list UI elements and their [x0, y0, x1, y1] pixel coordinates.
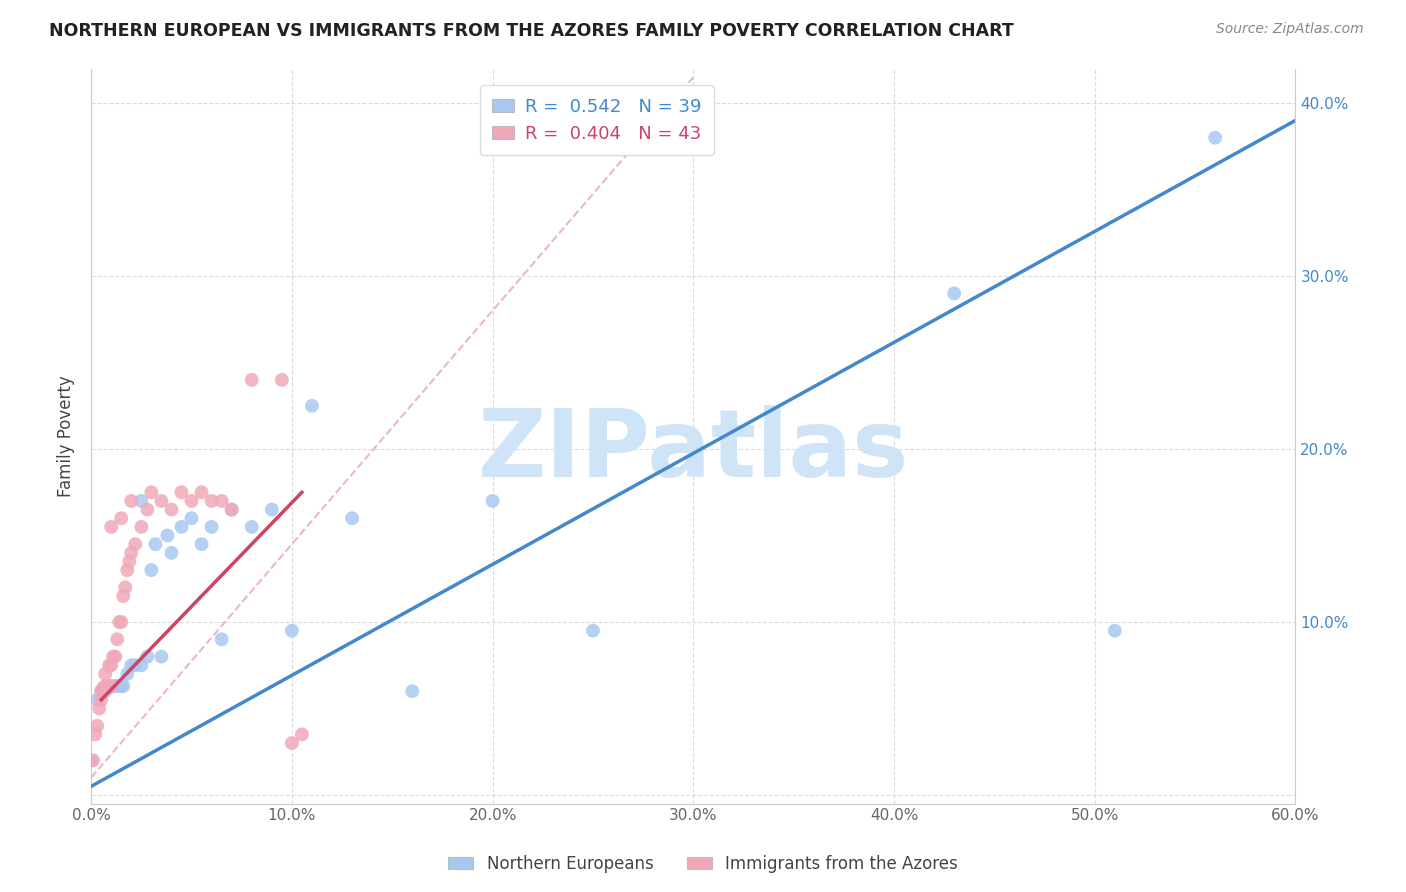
Point — [86, 693, 108, 707]
Point — [110, 679, 132, 693]
Point — [94, 666, 117, 681]
Point — [150, 649, 173, 664]
Point — [190, 485, 212, 500]
Point — [221, 502, 243, 516]
Point — [240, 520, 263, 534]
Y-axis label: Family Poverty: Family Poverty — [58, 376, 75, 497]
Point — [86, 719, 108, 733]
Point — [160, 502, 183, 516]
Point — [260, 502, 283, 516]
Point — [103, 649, 125, 664]
Point — [340, 511, 363, 525]
Point — [190, 537, 212, 551]
Point — [1104, 624, 1126, 638]
Point — [117, 666, 139, 681]
Point — [91, 681, 114, 695]
Point — [200, 494, 222, 508]
Point — [131, 658, 153, 673]
Point — [94, 679, 117, 693]
Point — [96, 679, 118, 693]
Point — [582, 624, 605, 638]
Legend: Northern Europeans, Immigrants from the Azores: Northern Europeans, Immigrants from the … — [441, 848, 965, 880]
Point — [170, 520, 193, 534]
Point — [136, 502, 159, 516]
Point — [131, 494, 153, 508]
Point — [281, 624, 304, 638]
Point — [150, 494, 173, 508]
Point — [221, 502, 243, 516]
Point — [94, 684, 117, 698]
Point — [301, 399, 323, 413]
Point — [156, 528, 179, 542]
Point — [1204, 130, 1226, 145]
Point — [90, 693, 112, 707]
Point — [180, 494, 202, 508]
Point — [96, 681, 118, 695]
Point — [104, 679, 127, 693]
Point — [141, 563, 163, 577]
Point — [131, 520, 153, 534]
Point — [112, 589, 135, 603]
Point — [100, 679, 122, 693]
Point — [100, 520, 122, 534]
Point — [120, 494, 142, 508]
Point — [270, 373, 292, 387]
Point — [211, 494, 233, 508]
Point — [112, 679, 135, 693]
Point — [291, 727, 314, 741]
Point — [89, 701, 111, 715]
Point — [110, 511, 132, 525]
Point — [100, 679, 122, 693]
Point — [80, 753, 103, 767]
Point — [90, 684, 112, 698]
Point — [240, 373, 263, 387]
Point — [118, 554, 141, 568]
Point — [84, 727, 107, 741]
Point — [105, 632, 128, 647]
Legend: R =  0.542   N = 39, R =  0.404   N = 43: R = 0.542 N = 39, R = 0.404 N = 43 — [479, 85, 714, 155]
Point — [120, 546, 142, 560]
Point — [170, 485, 193, 500]
Point — [114, 581, 136, 595]
Point — [180, 511, 202, 525]
Point — [110, 615, 132, 629]
Point — [943, 286, 966, 301]
Point — [401, 684, 423, 698]
Point — [105, 679, 128, 693]
Text: NORTHERN EUROPEAN VS IMMIGRANTS FROM THE AZORES FAMILY POVERTY CORRELATION CHART: NORTHERN EUROPEAN VS IMMIGRANTS FROM THE… — [49, 22, 1014, 40]
Text: Source: ZipAtlas.com: Source: ZipAtlas.com — [1216, 22, 1364, 37]
Point — [160, 546, 183, 560]
Point — [98, 681, 121, 695]
Point — [98, 658, 121, 673]
Point — [82, 753, 104, 767]
Point — [124, 537, 146, 551]
Point — [281, 736, 304, 750]
Point — [211, 632, 233, 647]
Point — [120, 658, 142, 673]
Point — [124, 658, 146, 673]
Point — [200, 520, 222, 534]
Point — [108, 615, 131, 629]
Point — [136, 649, 159, 664]
Point — [141, 485, 163, 500]
Point — [104, 649, 127, 664]
Point — [90, 684, 112, 698]
Point — [117, 563, 139, 577]
Point — [145, 537, 167, 551]
Point — [100, 658, 122, 673]
Point — [110, 679, 132, 693]
Text: ZIPatlas: ZIPatlas — [478, 405, 910, 497]
Point — [481, 494, 503, 508]
